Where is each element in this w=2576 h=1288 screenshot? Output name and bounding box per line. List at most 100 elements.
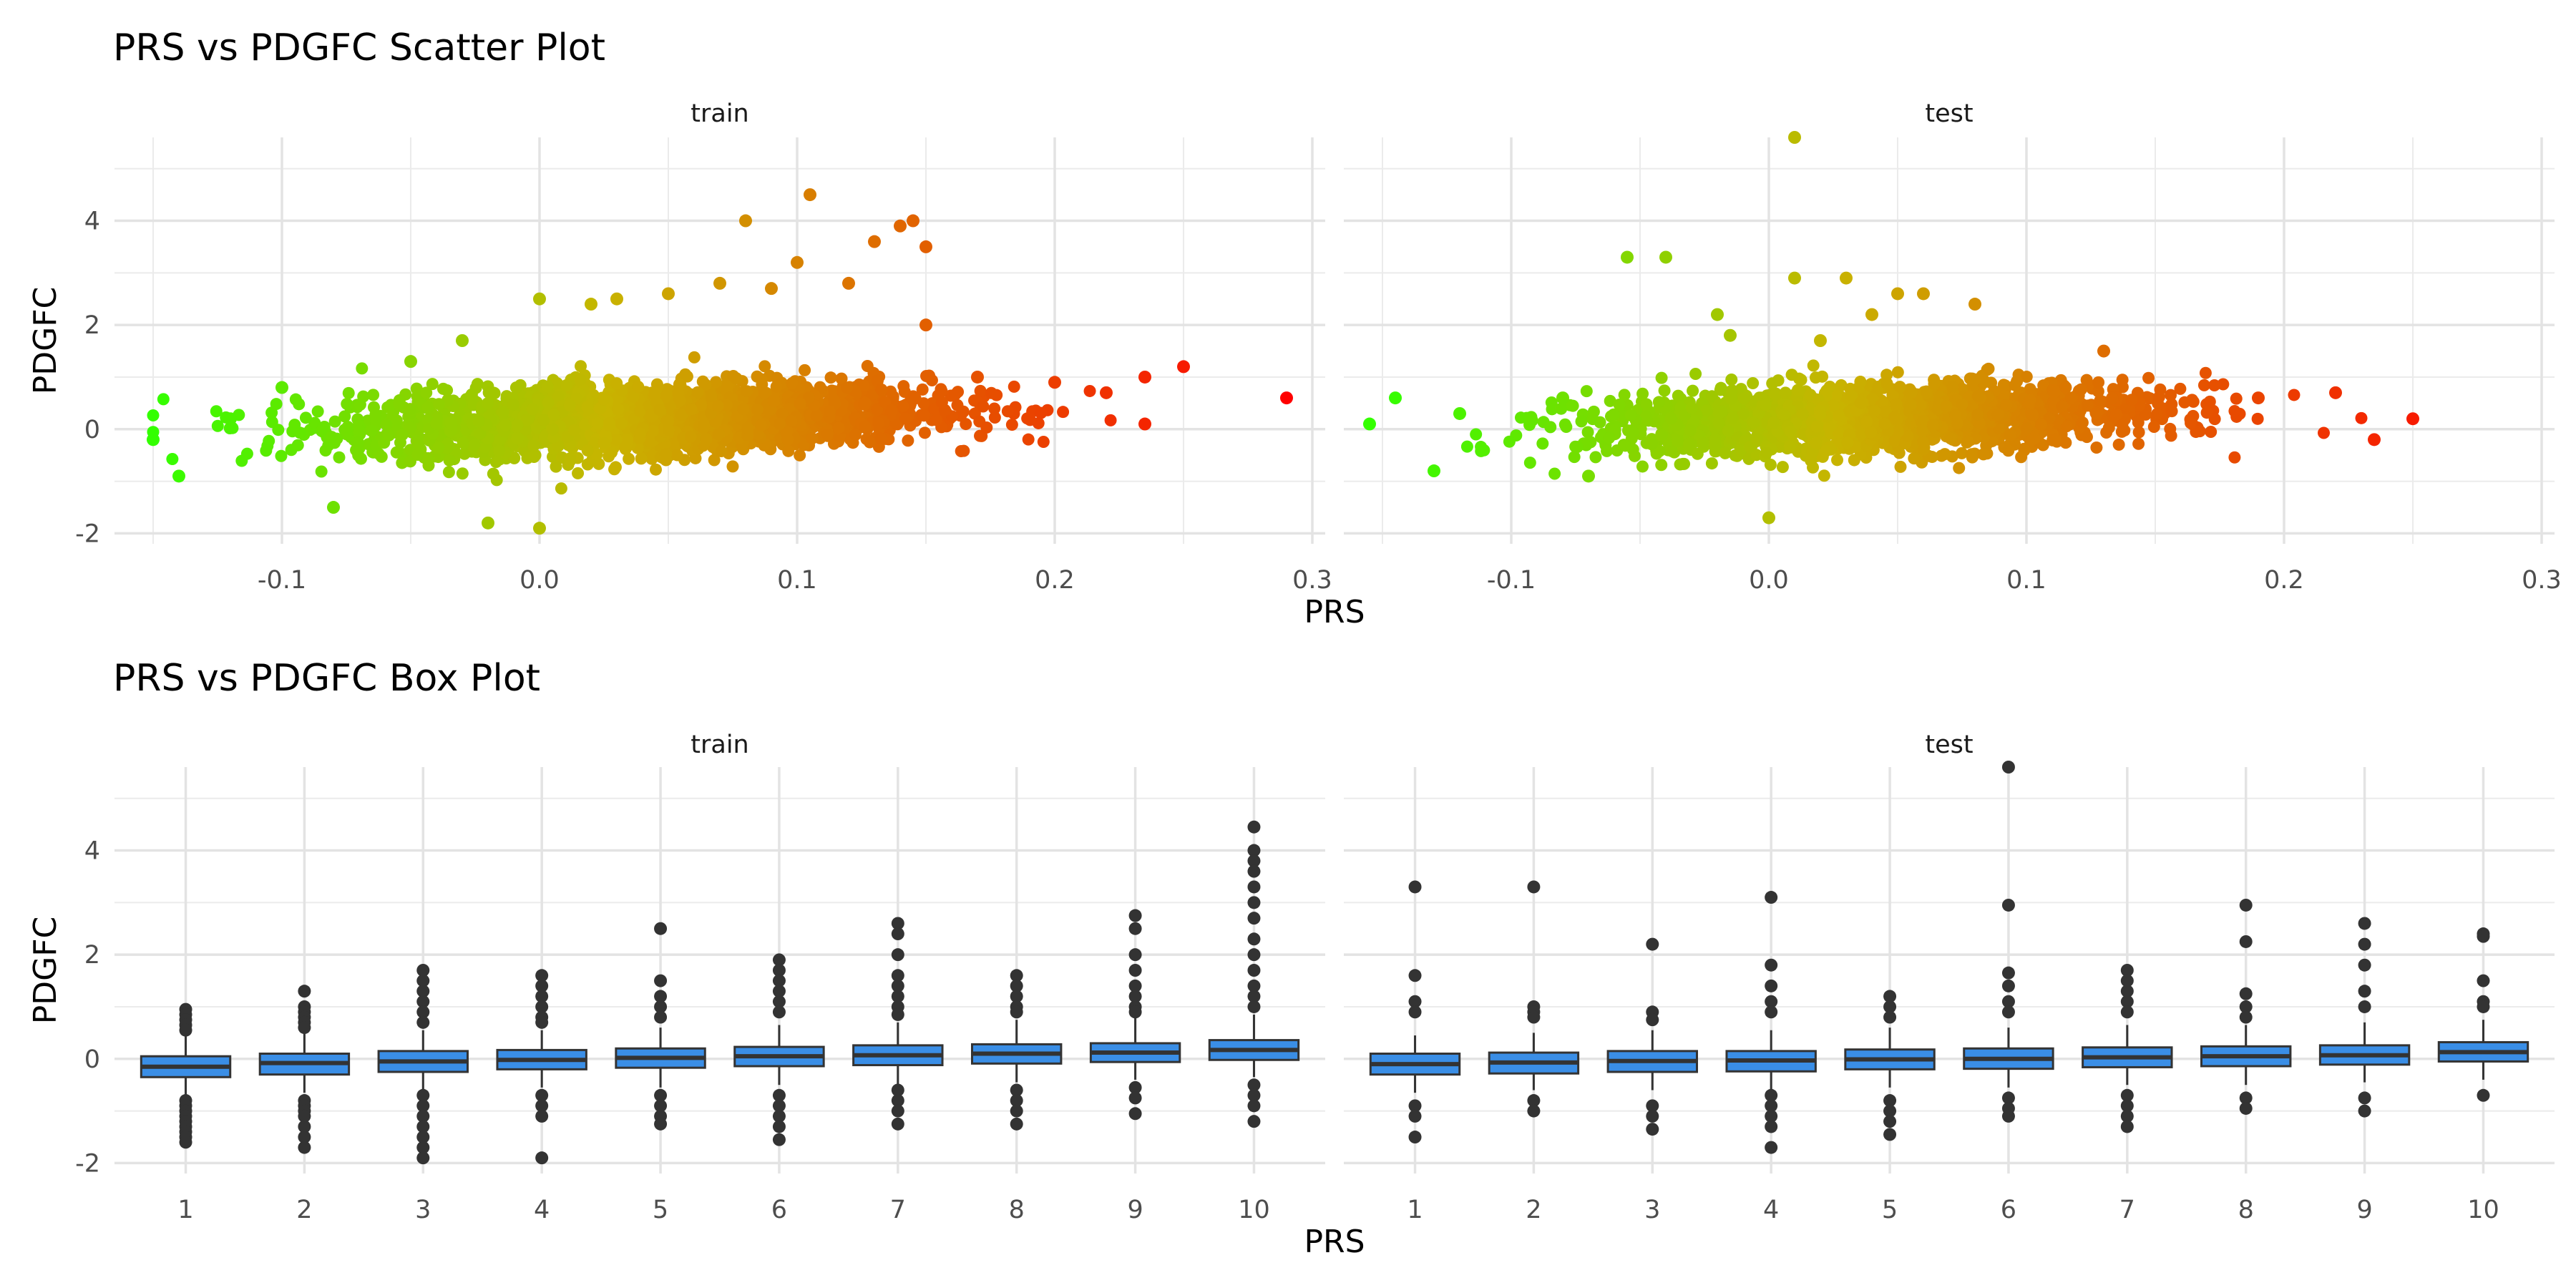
scatter-point bbox=[1558, 418, 1571, 431]
scatter-point bbox=[291, 439, 304, 452]
boxplot-outlier bbox=[535, 1099, 549, 1113]
scatter-point bbox=[2132, 416, 2145, 429]
scatter-point bbox=[541, 380, 554, 393]
scatter-point bbox=[930, 414, 943, 426]
scatter-point bbox=[849, 429, 862, 441]
scatter-point bbox=[325, 431, 338, 444]
boxplot-box-group bbox=[1844, 990, 1936, 1141]
scatter-point bbox=[2125, 394, 2138, 406]
boxplot-outlier bbox=[2001, 979, 2015, 992]
scatter-point bbox=[1854, 396, 1867, 409]
scatter-point bbox=[699, 378, 712, 391]
boxplot-outlier bbox=[2120, 985, 2134, 998]
scatter-point bbox=[794, 449, 806, 462]
scatter-point bbox=[299, 411, 312, 424]
scatter-point bbox=[662, 424, 675, 436]
scatter-point bbox=[1917, 287, 1930, 301]
scatter-point bbox=[1830, 389, 1843, 402]
boxplot-outlier bbox=[1408, 1131, 1422, 1144]
boxplot-y-tick-label: 2 bbox=[84, 941, 100, 970]
scatter-point bbox=[457, 436, 469, 449]
scatter-point bbox=[512, 431, 525, 444]
boxplot-outlier bbox=[891, 1094, 904, 1108]
scatter-point bbox=[2015, 451, 2028, 464]
scatter-y-axis-label: PDGFC bbox=[27, 287, 64, 395]
boxplot-box-group bbox=[496, 969, 587, 1165]
scatter-point bbox=[709, 376, 722, 389]
scatter-point bbox=[875, 383, 888, 396]
scatter-point bbox=[1795, 374, 1807, 386]
boxplot-outlier bbox=[2358, 985, 2371, 998]
scatter-point bbox=[1891, 425, 1904, 438]
scatter-point bbox=[353, 398, 366, 411]
boxplot-outlier bbox=[1883, 1000, 1897, 1013]
scatter-point bbox=[2147, 420, 2160, 433]
scatter-point bbox=[988, 411, 1001, 424]
boxplot-outlier bbox=[891, 979, 904, 992]
scatter-point bbox=[581, 444, 594, 457]
scatter-point bbox=[211, 419, 224, 432]
boxplot-outlier bbox=[654, 1117, 668, 1131]
boxplot-y-axis-label: PDGFC bbox=[27, 917, 64, 1025]
scatter-y-tick-label: 0 bbox=[84, 416, 100, 444]
scatter-point bbox=[1022, 433, 1035, 446]
scatter-point bbox=[487, 467, 499, 480]
scatter-point bbox=[315, 465, 328, 478]
boxplot-box-group bbox=[971, 969, 1063, 1131]
scatter-point bbox=[1613, 398, 1626, 411]
scatter-point bbox=[2230, 392, 2243, 405]
scatter-point bbox=[375, 450, 388, 463]
scatter-point bbox=[1971, 409, 1984, 421]
scatter-point bbox=[2090, 441, 2103, 454]
scatter-point bbox=[520, 414, 533, 426]
scatter-point bbox=[560, 379, 573, 391]
scatter-point bbox=[1691, 447, 1704, 460]
boxplot-outlier bbox=[772, 985, 786, 998]
scatter-point bbox=[426, 378, 439, 391]
scatter-point bbox=[1951, 416, 1963, 429]
scatter-point bbox=[632, 380, 645, 393]
scatter-point bbox=[1714, 384, 1727, 396]
scatter-point bbox=[157, 393, 170, 406]
scatter-point bbox=[1639, 410, 1652, 423]
scatter-point bbox=[432, 441, 445, 454]
scatter-point bbox=[1536, 437, 1549, 450]
boxplot-box-group bbox=[2200, 898, 2292, 1115]
scatter-point bbox=[1523, 457, 1536, 469]
scatter-point bbox=[551, 377, 564, 390]
boxplot-outlier bbox=[298, 1021, 311, 1035]
scatter-point bbox=[1683, 437, 1696, 450]
scatter-y-tick-label: -2 bbox=[75, 519, 100, 548]
scatter-point bbox=[2060, 420, 2073, 433]
scatter-point bbox=[552, 439, 565, 452]
scatter-point bbox=[533, 292, 546, 306]
scatter-point bbox=[482, 397, 494, 410]
scatter-point bbox=[673, 378, 686, 391]
scatter-point bbox=[711, 400, 724, 413]
scatter-point bbox=[421, 401, 434, 414]
scatter-point bbox=[1916, 424, 1928, 437]
scatter-point bbox=[1575, 415, 1588, 428]
boxplot-outlier bbox=[891, 1117, 904, 1131]
scatter-point bbox=[210, 405, 223, 418]
scatter-point bbox=[1966, 451, 1979, 464]
boxplot-x-tick-label: 8 bbox=[1009, 1196, 1025, 1224]
boxplot-panel-test bbox=[1344, 767, 2555, 1174]
scatter-x-tick-label: 0.3 bbox=[1292, 566, 1332, 595]
scatter-point bbox=[1810, 420, 1823, 433]
scatter-point bbox=[610, 433, 623, 446]
scatter-point bbox=[2406, 412, 2419, 426]
boxplot-outlier bbox=[298, 985, 311, 998]
scatter-point bbox=[1672, 389, 1684, 402]
scatter-x-tick-label: 0.0 bbox=[519, 566, 560, 595]
scatter-point bbox=[308, 416, 321, 429]
boxplot-outlier bbox=[1765, 1141, 1778, 1154]
boxplot-outlier bbox=[416, 1015, 430, 1029]
scatter-point bbox=[713, 428, 726, 441]
scatter-point bbox=[1470, 428, 1483, 441]
scatter-point bbox=[1855, 427, 1868, 440]
boxplot-outlier bbox=[1247, 864, 1261, 878]
boxplot-outlier bbox=[1010, 1083, 1023, 1097]
boxplot-outlier bbox=[891, 927, 904, 941]
scatter-point bbox=[458, 447, 471, 460]
